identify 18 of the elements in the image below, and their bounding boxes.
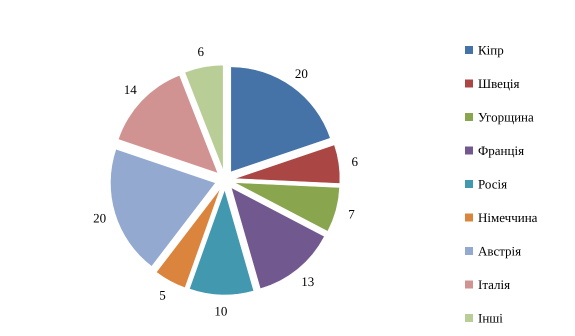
data-label: 5 (159, 288, 166, 303)
data-label: 6 (197, 44, 204, 59)
data-label: 20 (93, 210, 106, 226)
data-label: 14 (124, 82, 138, 98)
legend-label: Росія (478, 176, 508, 192)
data-label: 10 (214, 303, 228, 318)
legend-label: Угорщина (478, 110, 534, 124)
legend-label: Австрія (478, 244, 522, 258)
data-label: 20 (294, 66, 308, 82)
data-label: 13 (301, 274, 314, 290)
legend-label: Інші (478, 310, 504, 326)
legend-label: Кіпр (478, 42, 504, 58)
legend-label: Німеччина (478, 210, 538, 225)
legend-label: Італія (478, 277, 510, 292)
legend-label: Швеція (478, 76, 520, 91)
data-label: 7 (348, 206, 356, 222)
data-label: 6 (351, 154, 358, 170)
legend-label: Франція (478, 143, 524, 158)
